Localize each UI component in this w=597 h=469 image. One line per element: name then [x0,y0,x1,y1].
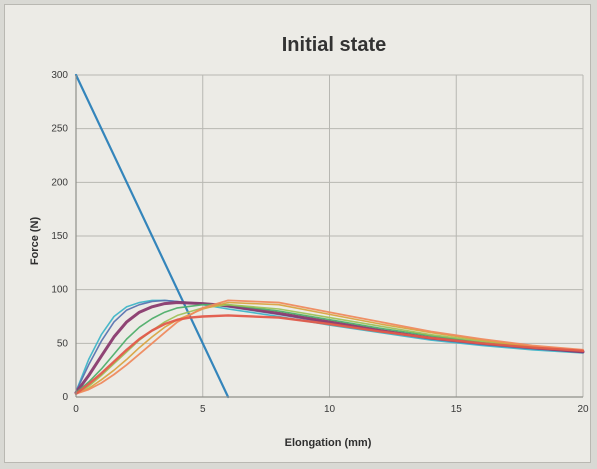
x-tick-label: 0 [73,404,79,415]
y-tick-label: 50 [57,338,69,349]
series-line-9 [74,314,585,395]
y-tick-label: 250 [51,124,68,135]
x-axis-label: Elongation (mm) [285,437,372,449]
axes [75,75,583,398]
chart-title: Initial state [282,34,386,56]
y-axis-label: Force (N) [29,217,41,266]
x-tick-label: 20 [577,404,589,415]
y-tick-label: 200 [51,177,68,188]
y-tick-label: 0 [62,392,68,403]
x-tick-label: 15 [451,404,463,415]
y-tick-label: 300 [51,70,68,81]
chart-frame: Initial state 0 50 100 150 200 250 300 0 5 10 15 20… [4,4,591,463]
x-tick-label: 5 [200,404,206,415]
series-line-5 [75,303,584,394]
series-line-8 [75,299,584,395]
x-tick-label: 10 [324,404,336,415]
y-tick-label: 150 [51,231,68,242]
grid-lines [76,74,584,397]
series-line-1 [74,73,230,399]
force-elongation-chart: Initial state 0 50 100 150 200 250 300 0 5 10 15 20… [29,34,589,449]
tick-labels: 0 50 100 150 200 250 300 0 5 10 15 20 [51,70,589,415]
y-tick-label: 100 [51,285,68,296]
series-line-6 [75,303,584,395]
series-layer [74,73,585,399]
